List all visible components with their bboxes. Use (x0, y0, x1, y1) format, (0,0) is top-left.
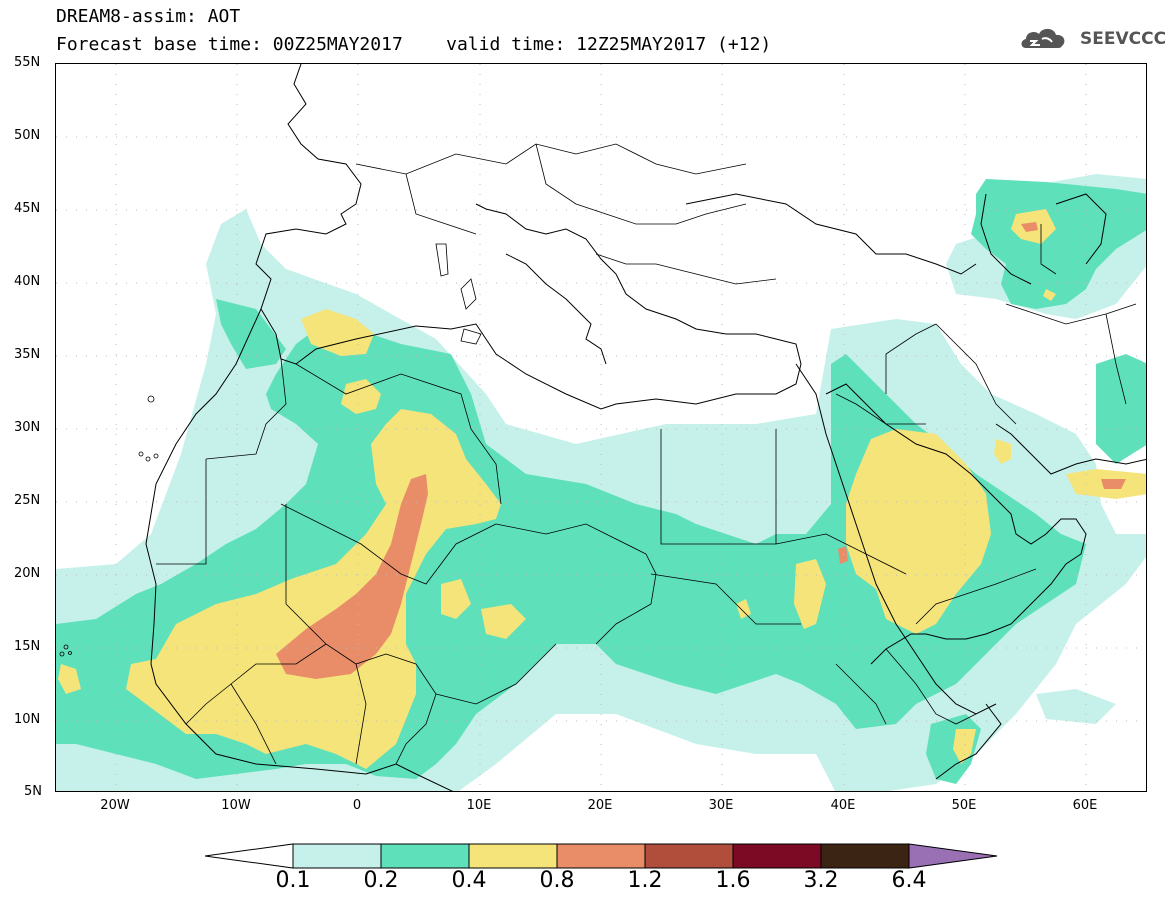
colorbar-label-0.1: 0.1 (275, 868, 311, 893)
aot-map (55, 63, 1147, 792)
colorbar-label-6.4: 6.4 (891, 868, 927, 893)
lat-label-25n: 25N (14, 493, 41, 508)
lat-label-40n: 40N (14, 274, 41, 289)
lat-label-45n: 45N (14, 201, 41, 216)
aot-map-canvas (56, 64, 1146, 791)
lat-label-20n: 20N (14, 566, 41, 581)
map-gridlines (56, 64, 1146, 791)
lat-label-15n: 15N (14, 639, 41, 654)
lon-label-60e: 60E (1072, 798, 1098, 813)
colorbar-label-0.4: 0.4 (451, 868, 487, 893)
colorbar-below-triangle (204, 843, 294, 869)
lat-label-10n: 10N (14, 712, 41, 727)
lon-label-40e: 40E (830, 798, 856, 813)
aot-level-0.8-1.2 (276, 222, 1126, 679)
lat-label-50n: 50N (14, 128, 41, 143)
seevccc-logo: SEEVCCC (1018, 24, 1165, 54)
lat-label-35n: 35N (14, 347, 41, 362)
lon-label-20e: 20E (587, 798, 613, 813)
colorbar-label-0.2: 0.2 (363, 868, 399, 893)
map-title: DREAM8-assim: AOT (56, 6, 241, 27)
lon-label-50e: 50E (951, 798, 977, 813)
country-borders (156, 143, 1137, 765)
colorbar-swatch-0.4-0.8 (468, 843, 558, 869)
aot-colorbar (204, 842, 1000, 874)
lat-label-5n: 5N (24, 784, 42, 799)
forecast-time-subtitle: Forecast base time: 00Z25MAY2017 valid t… (56, 34, 772, 55)
lon-label-10e: 10E (466, 798, 492, 813)
colorbar-swatch-0.8-1.2 (556, 843, 646, 869)
islands (59, 243, 482, 657)
colorbar-swatch-3.2-6.4 (820, 843, 910, 869)
colorbar-swatch-1.2-1.6 (644, 843, 734, 869)
logo-text: SEEVCCC (1080, 29, 1165, 49)
colorbar-label-0.8: 0.8 (539, 868, 575, 893)
colorbar-label-1.2: 1.2 (627, 868, 663, 893)
lat-label-55n: 55N (14, 55, 41, 70)
lon-label-0: 0 (352, 798, 362, 813)
colorbar-label-3.2: 3.2 (803, 868, 839, 893)
lat-label-30n: 30N (14, 420, 41, 435)
colorbar-swatch-0.1-0.2 (292, 843, 382, 869)
colorbar-label-1.6: 1.6 (715, 868, 751, 893)
cloud-icon (1018, 22, 1076, 56)
colorbar-swatch-1.6-3.2 (732, 843, 822, 869)
lon-label-30e: 30E (708, 798, 734, 813)
lon-label-20w: 20W (100, 798, 130, 813)
coastlines (145, 64, 1146, 791)
colorbar-above-triangle (908, 843, 998, 869)
lon-label-10w: 10W (221, 798, 251, 813)
colorbar-swatch-0.2-0.4 (380, 843, 470, 869)
